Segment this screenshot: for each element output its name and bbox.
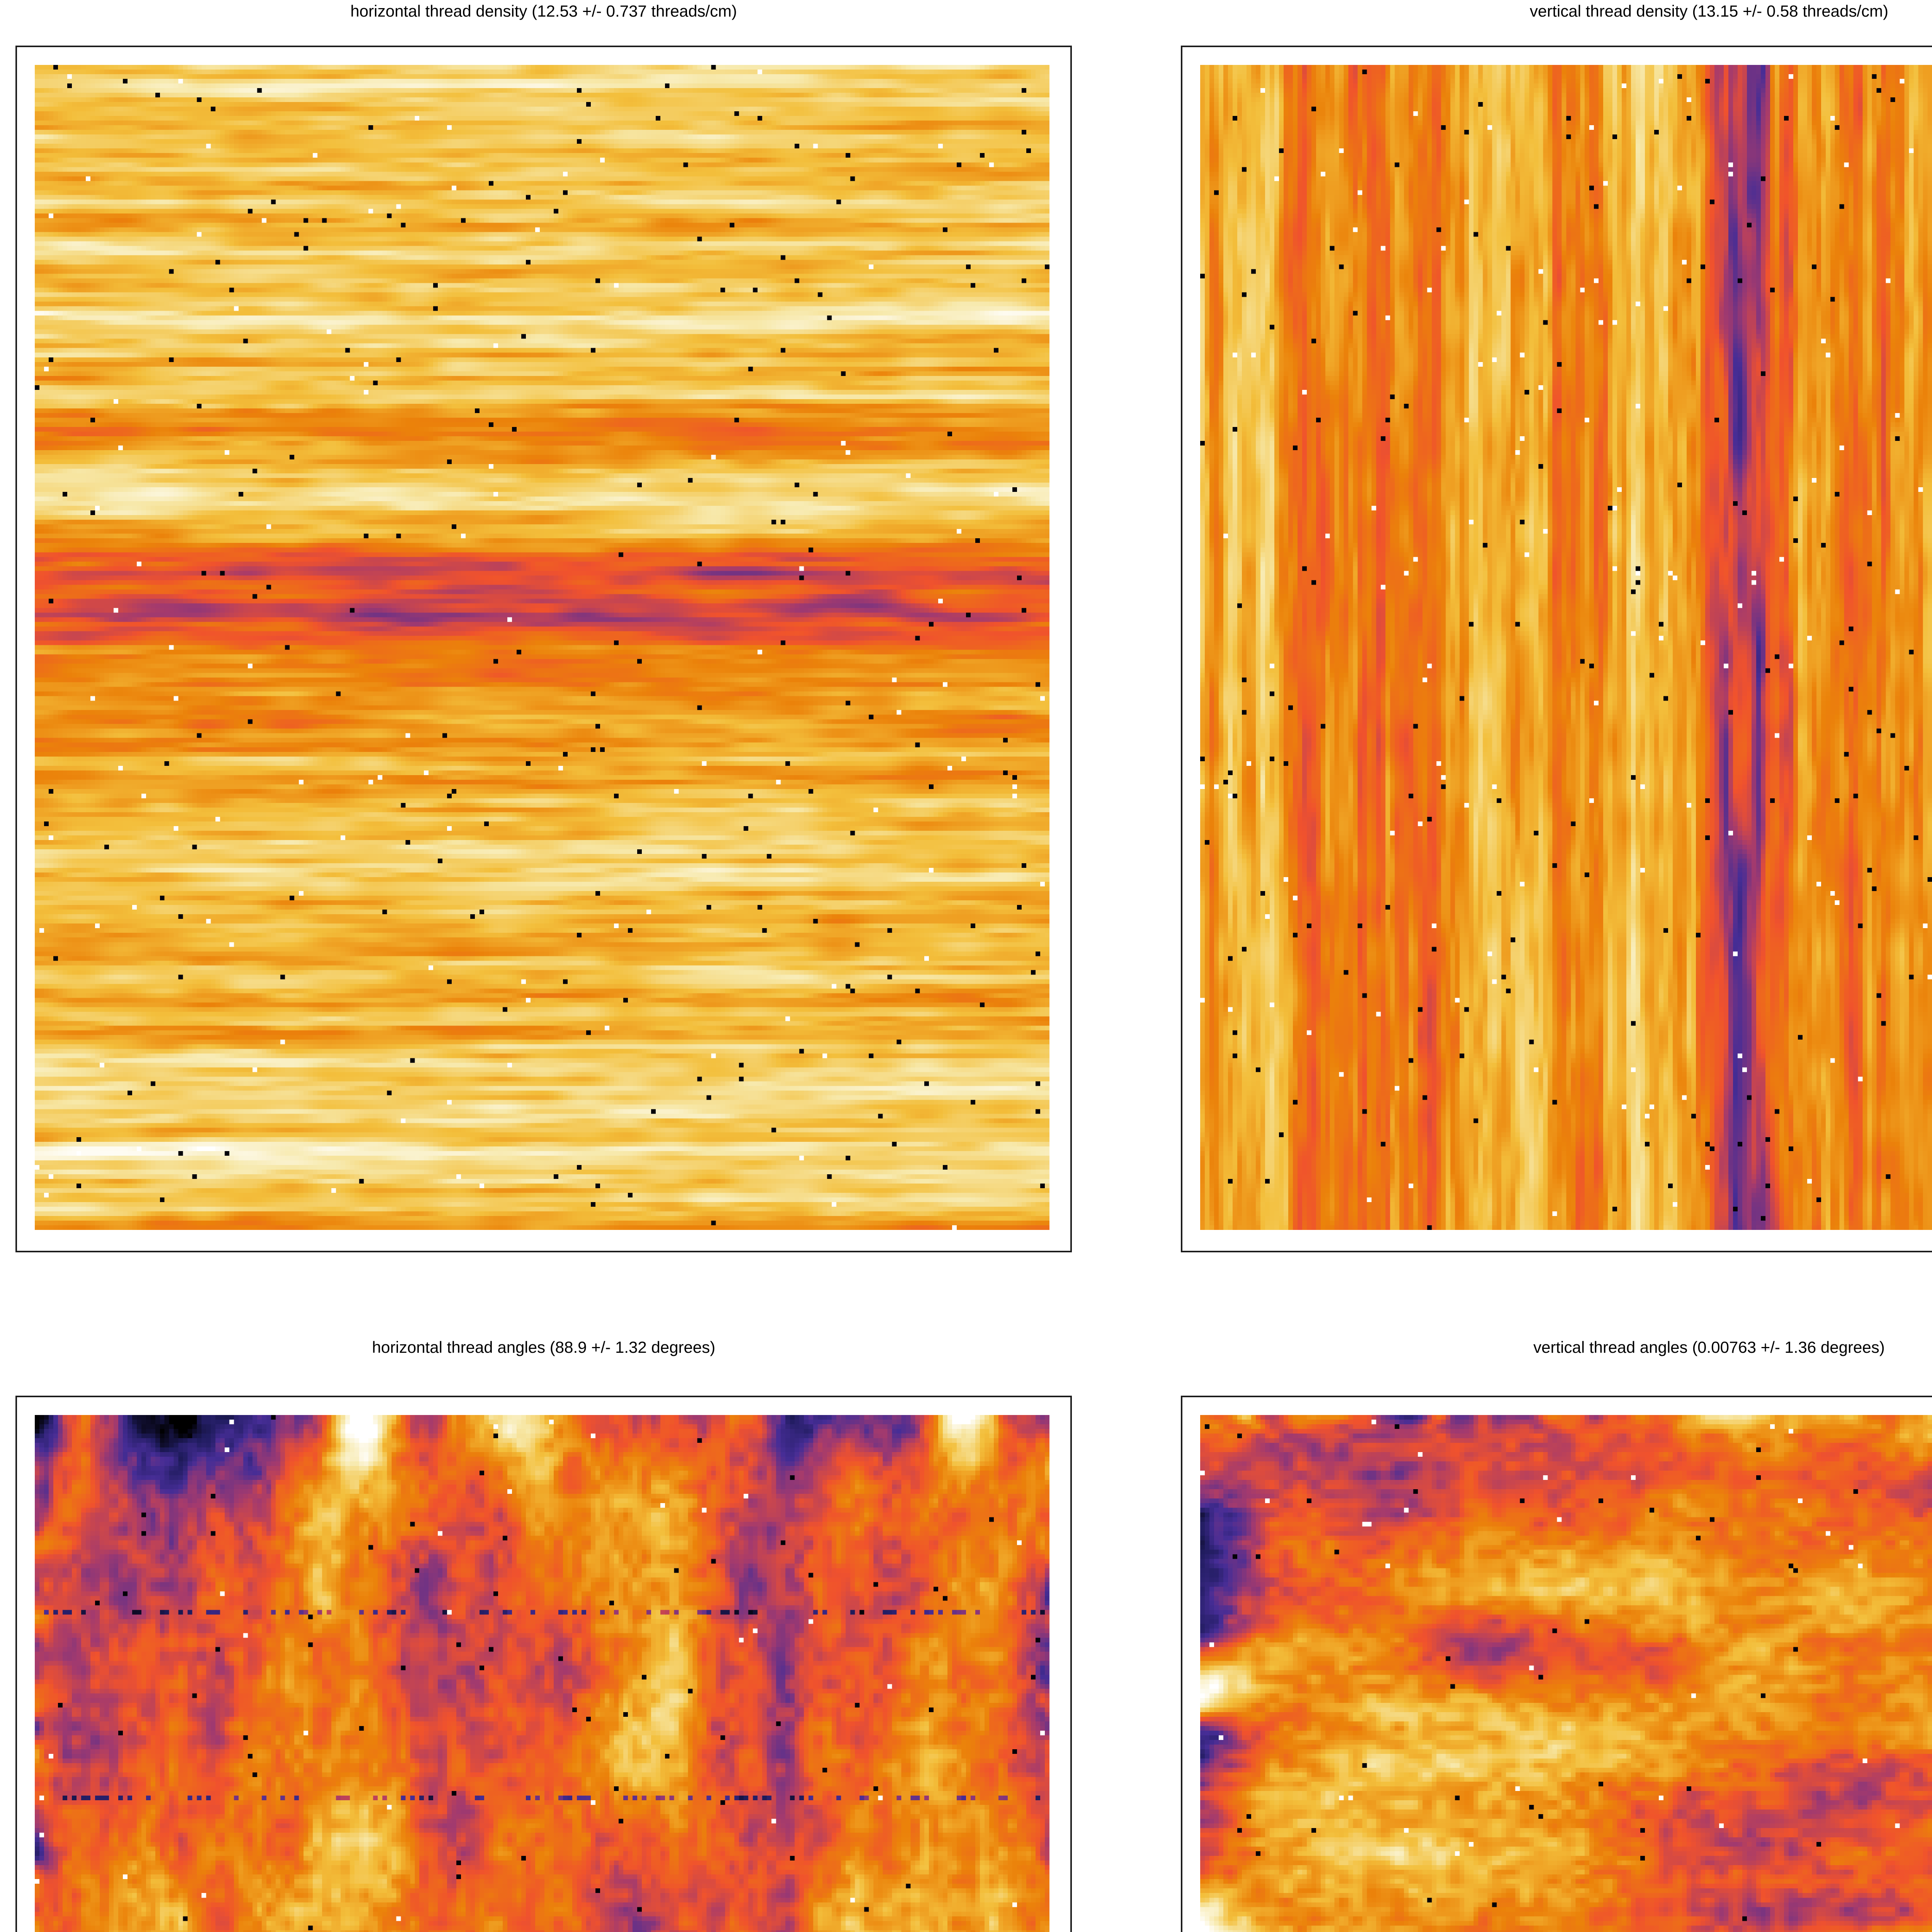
- heatmap-canvas-vertical-thread-density: [1200, 65, 1932, 1230]
- panel-title-vertical-thread-density: vertical thread density (13.15 +/- 0.58 …: [1530, 2, 1888, 20]
- panel-title-vertical-thread-angles: vertical thread angles (0.00763 +/- 1.36…: [1533, 1338, 1885, 1356]
- heatmap-panel-horizontal-thread-density: [15, 46, 1072, 1252]
- panel-title-horizontal-thread-angles: horizontal thread angles (88.9 +/- 1.32 …: [372, 1338, 716, 1356]
- heatmap-panel-vertical-thread-density: [1181, 46, 1932, 1252]
- heatmap-canvas-horizontal-thread-angles: [35, 1415, 1049, 1932]
- heatmap-panel-vertical-thread-angles: [1181, 1396, 1932, 1932]
- heatmap-canvas-vertical-thread-angles: [1200, 1415, 1932, 1932]
- panel-title-horizontal-thread-density: horizontal thread density (12.53 +/- 0.7…: [350, 2, 737, 20]
- heatmap-canvas-horizontal-thread-density: [35, 65, 1049, 1230]
- heatmap-panel-horizontal-thread-angles: [15, 1396, 1072, 1932]
